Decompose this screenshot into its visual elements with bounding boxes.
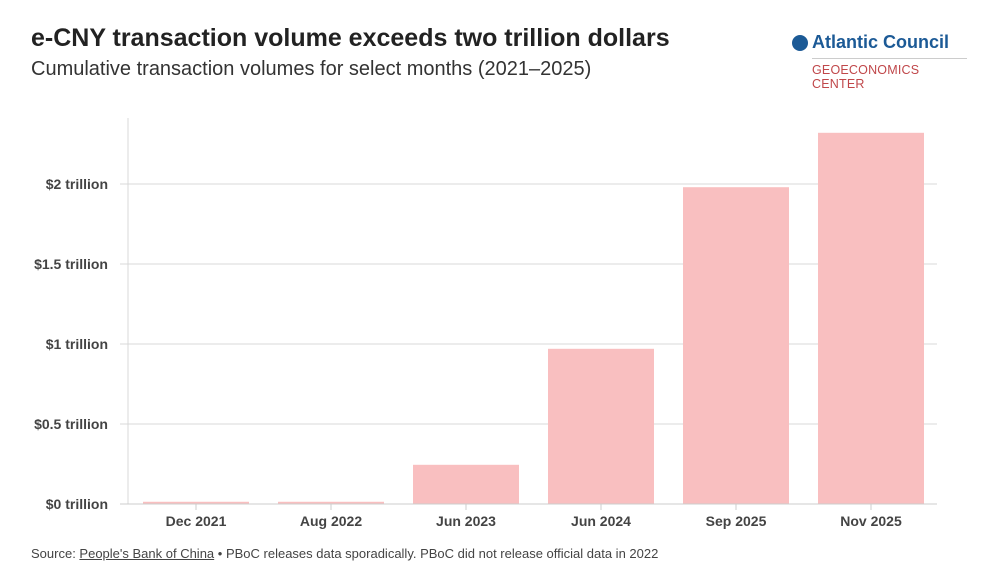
y-tick-label: $1 trillion [46,336,108,352]
bar [683,187,789,504]
y-tick-label: $0.5 trillion [34,416,108,432]
globe-icon [792,34,808,51]
bar [143,501,249,504]
x-tick-label: Aug 2022 [300,513,362,529]
x-tick-label: Sep 2025 [706,513,767,529]
x-tick-label: Dec 2021 [166,513,227,529]
chart-subtitle: Cumulative transaction volumes for selec… [31,58,592,80]
y-tick-label: $2 trillion [46,176,108,192]
logo: Atlantic Council GEOECONOMICS CENTER [792,32,967,91]
y-tick-label: $0 trillion [46,496,108,512]
bar [278,501,384,504]
chart-title: e-CNY transaction volume exceeds two tri… [31,24,670,52]
source-note: Source: People's Bank of China • PBoC re… [31,546,659,561]
source-link[interactable]: People's Bank of China [79,546,215,561]
bar [413,464,519,504]
bar [818,132,924,505]
x-tick-label: Jun 2023 [436,513,496,529]
x-tick-label: Nov 2025 [840,513,902,529]
logo-name: Atlantic Council [812,32,950,52]
y-tick-label: $1.5 trillion [34,256,108,272]
x-tick-label: Jun 2024 [571,513,631,529]
bar [548,348,654,504]
logo-sub: GEOECONOMICS CENTER [812,63,920,91]
